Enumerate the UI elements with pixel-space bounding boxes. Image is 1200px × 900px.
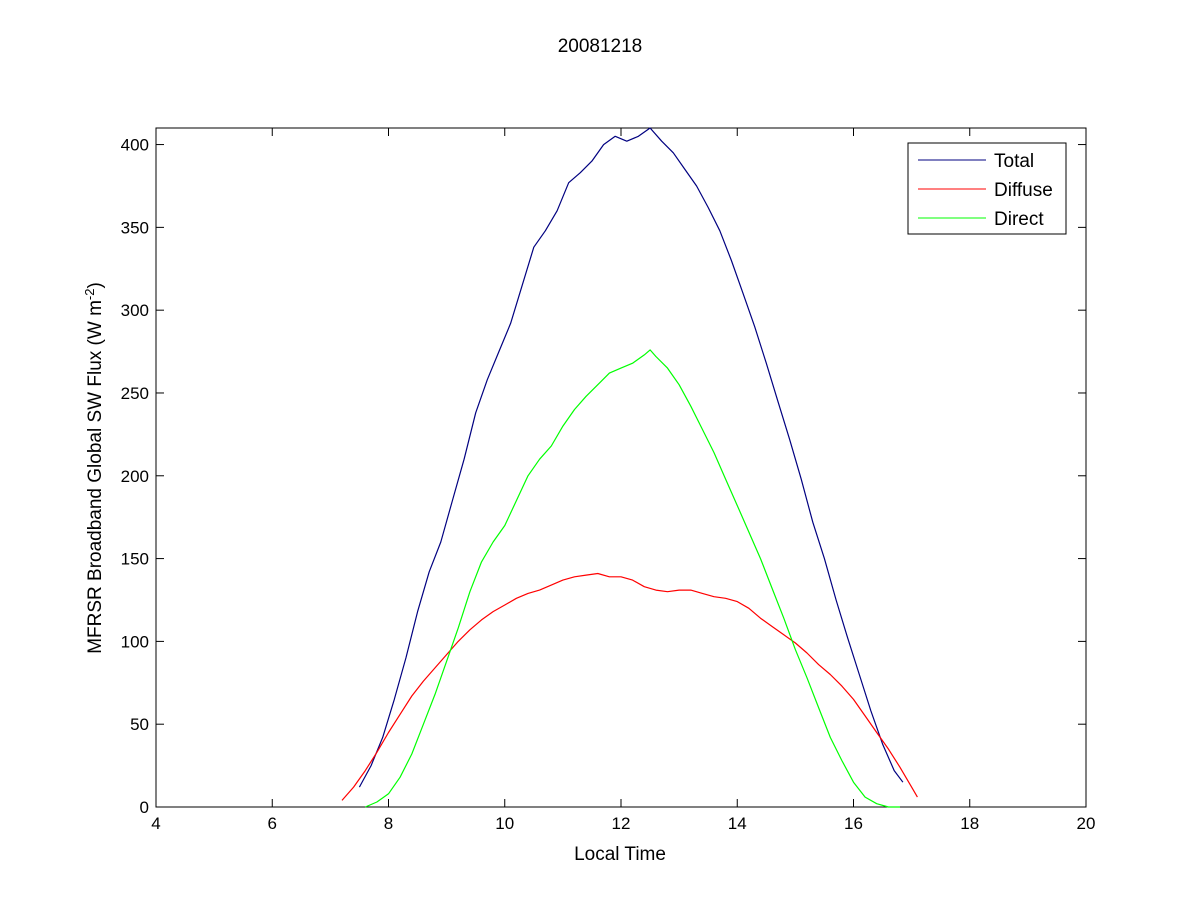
chart-title: 20081218 [558, 36, 643, 57]
x-tick-label: 20 [1077, 814, 1096, 833]
legend-label-direct: Direct [994, 209, 1044, 230]
x-axis-label: Local Time [574, 844, 666, 865]
legend-label-diffuse: Diffuse [994, 180, 1053, 201]
x-tick-label: 8 [384, 814, 393, 833]
y-tick-label: 300 [121, 301, 149, 320]
legend: Total Diffuse Direct [907, 142, 1067, 235]
x-tick-label: 18 [960, 814, 979, 833]
y-tick-label: 250 [121, 384, 149, 403]
x-axis-ticks: 4 6 8 10 12 14 16 18 20 [151, 128, 1095, 833]
y-axis-ticks: 0 50 100 150 200 250 300 350 400 [121, 136, 1086, 817]
x-tick-label: 4 [151, 814, 160, 833]
x-tick-label: 6 [268, 814, 277, 833]
y-axis-label: MFRSR Broadband Global SW Flux (W m-2) [82, 282, 107, 654]
x-tick-label: 16 [844, 814, 863, 833]
y-axis-label-superscript: -2 [82, 289, 97, 301]
y-tick-label: 200 [121, 467, 149, 486]
y-tick-label: 50 [130, 715, 149, 734]
y-tick-label: 150 [121, 550, 149, 569]
legend-label-total: Total [994, 151, 1034, 172]
x-tick-label: 14 [728, 814, 747, 833]
series-line-direct [365, 349, 900, 808]
x-tick-label: 12 [612, 814, 631, 833]
series-line-diffuse [341, 572, 918, 801]
series-layer [341, 127, 918, 808]
y-tick-label: 100 [121, 632, 149, 651]
y-axis-label-main: MFRSR Broadband Global SW Flux (W m [85, 300, 106, 654]
plot-area: 4 6 8 10 12 14 16 18 20 0 50 100 150 200 250 300 350 400 [121, 127, 1095, 833]
y-axis-label-close: ) [85, 282, 106, 288]
y-tick-label: 400 [121, 136, 149, 155]
x-tick-label: 10 [495, 814, 514, 833]
y-tick-label: 0 [140, 798, 149, 817]
plot-frame [155, 127, 1087, 808]
series-line-total [358, 127, 904, 788]
y-tick-label: 350 [121, 218, 149, 237]
